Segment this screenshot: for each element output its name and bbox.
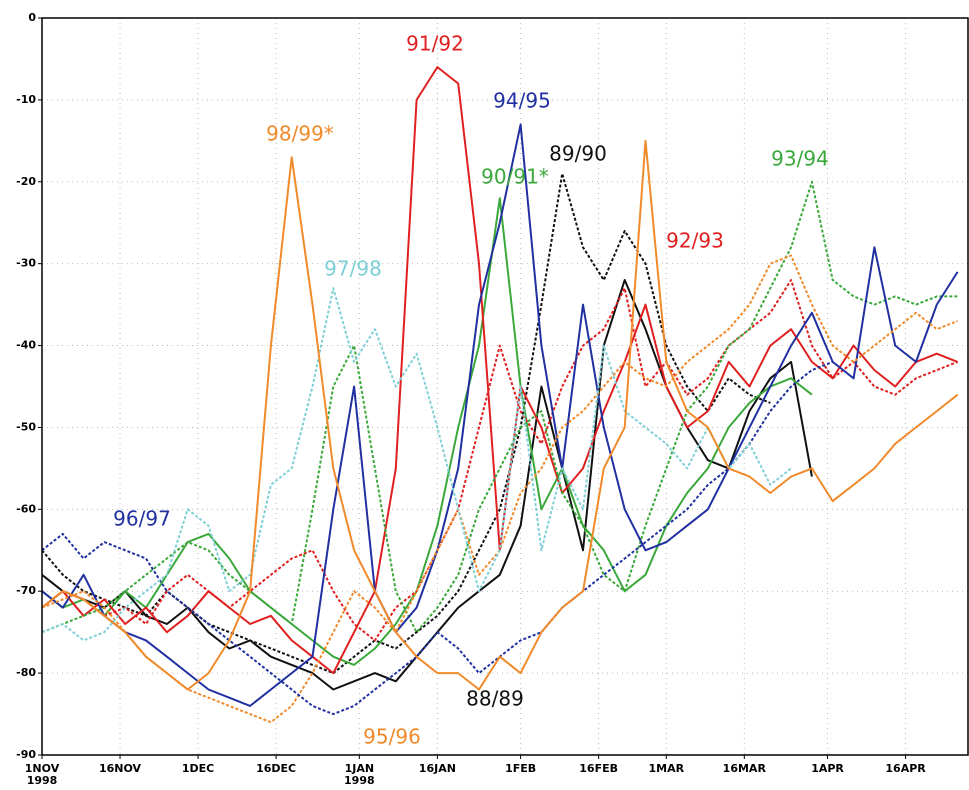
x-tick-label: 1FEB [505, 762, 536, 775]
series-line [41, 139, 959, 691]
y-tick-label: -20 [16, 175, 36, 188]
x-tick-label: 1APR [811, 762, 844, 775]
plot-frame [41, 17, 969, 756]
series-label: 95/96 [363, 725, 421, 749]
y-tick-label: -40 [16, 339, 36, 352]
series-label: 92/93 [666, 229, 724, 253]
series-label: 93/94 [771, 147, 829, 171]
y-tick-label: -10 [16, 93, 36, 106]
x-tick-label: 16JAN [419, 762, 456, 775]
x-tick-label: 1MAR [648, 762, 684, 775]
y-tick-label: -70 [16, 584, 36, 597]
series-line [41, 254, 958, 724]
x-tick-label: 1DEC [182, 762, 214, 775]
x-year-label: 1998 [344, 774, 375, 787]
x-tick-label: 16APR [885, 762, 926, 775]
y-tick-label: 0 [28, 11, 36, 24]
series-label: 88/89 [466, 687, 524, 711]
series-line [41, 279, 813, 691]
series-line [41, 287, 792, 642]
y-tick-label: -80 [16, 666, 36, 679]
series-line [41, 123, 959, 707]
x-tick-label: 1JAN [345, 762, 374, 775]
y-tick-label: -60 [16, 502, 36, 515]
series-label: 90/91* [481, 165, 549, 189]
x-tick-label: 16NOV [99, 762, 142, 775]
series-label: 94/95 [493, 89, 551, 113]
series-line [41, 360, 834, 716]
series-line [41, 180, 958, 634]
series-label: 96/97 [113, 507, 171, 531]
x-tick-label: 16MAR [723, 762, 767, 775]
series-line [41, 197, 813, 666]
series-label: 97/98 [324, 257, 382, 281]
y-tick-label: -30 [16, 257, 36, 270]
series-label: 89/90 [549, 142, 607, 166]
series-label: 91/92 [406, 32, 464, 56]
y-tick-label: -90 [16, 748, 36, 761]
y-tick-label: -50 [16, 420, 36, 433]
x-year-label: 1998 [27, 774, 58, 787]
x-tick-label: 16DEC [256, 762, 296, 775]
x-tick-label: 16FEB [579, 762, 618, 775]
x-tick-label: 1NOV [25, 762, 60, 775]
series-label: 98/99* [266, 122, 334, 146]
